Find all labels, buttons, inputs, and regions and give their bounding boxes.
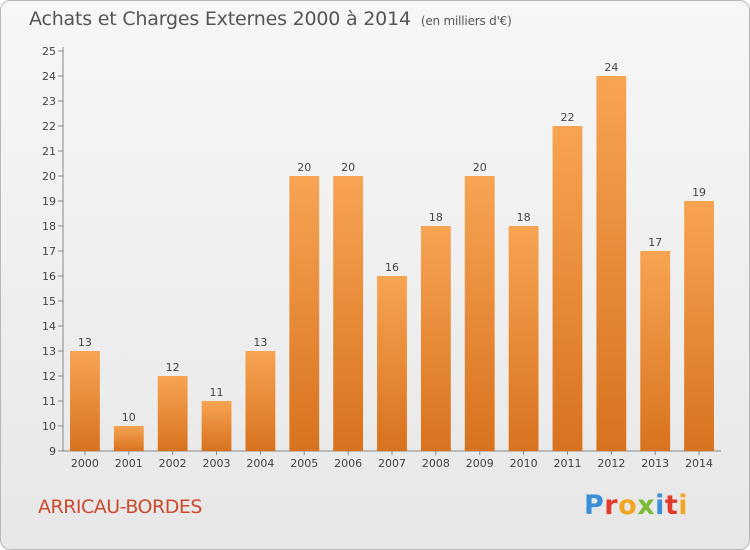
y-tick-label: 11	[42, 395, 56, 408]
x-tick-label: 2006	[334, 457, 362, 470]
proxiti-letter: o	[618, 490, 638, 521]
data-label: 18	[429, 211, 443, 224]
y-tick-label: 13	[42, 345, 56, 358]
x-tick-label: 2001	[115, 457, 143, 470]
chart-subtitle: (en milliers d'€)	[420, 14, 512, 28]
y-tick-label: 25	[42, 45, 56, 58]
y-tick-label: 24	[42, 70, 56, 83]
x-tick-label: 2010	[510, 457, 538, 470]
y-tick-label: 9	[49, 445, 56, 458]
bar	[333, 176, 364, 451]
proxiti-letter: i	[655, 490, 665, 521]
bar	[289, 176, 320, 451]
data-label: 19	[692, 186, 706, 199]
data-label: 13	[78, 336, 92, 349]
proxiti-letter: i	[678, 490, 689, 521]
data-label: 24	[604, 61, 618, 74]
x-tick-label: 2007	[378, 457, 406, 470]
data-label: 20	[473, 161, 487, 174]
x-tick-label: 2012	[597, 457, 625, 470]
proxiti-letter: r	[604, 490, 619, 521]
bar	[552, 126, 583, 451]
y-tick-label: 16	[42, 270, 56, 283]
y-tick-label: 14	[42, 320, 56, 333]
y-tick-label: 10	[42, 420, 56, 433]
bar	[245, 351, 276, 451]
proxiti-logo[interactable]: Proxiti	[584, 490, 688, 521]
x-tick-label: 2002	[159, 457, 187, 470]
bar	[157, 376, 188, 451]
bar	[70, 351, 100, 451]
x-tick-label: 2013	[641, 457, 669, 470]
x-tick-label: 2009	[466, 457, 494, 470]
y-tick-label: 23	[42, 95, 56, 108]
bar	[684, 201, 714, 451]
y-tick-label: 18	[42, 220, 56, 233]
x-tick-label: 2005	[290, 457, 318, 470]
bar	[113, 426, 144, 451]
y-tick-label: 15	[42, 295, 56, 308]
x-tick-label: 2014	[685, 457, 713, 470]
bar	[377, 276, 407, 451]
data-label: 17	[648, 236, 662, 249]
y-tick-label: 12	[42, 370, 56, 383]
data-label: 13	[253, 336, 267, 349]
commune-name: ARRICAU-BORDES	[38, 496, 202, 518]
y-tick-label: 22	[42, 120, 56, 133]
chart-title: Achats et Charges Externes 2000 à 2014 (e…	[29, 8, 512, 30]
bar	[420, 226, 451, 451]
chart-title-text: Achats et Charges Externes 2000 à 2014	[29, 8, 411, 30]
data-label: 16	[385, 261, 399, 274]
y-tick-label: 17	[42, 245, 56, 258]
data-label: 22	[560, 111, 574, 124]
bar	[464, 176, 495, 451]
proxiti-letter: P	[584, 490, 605, 521]
bar	[640, 251, 671, 451]
proxiti-letter: x	[637, 490, 656, 521]
proxiti-letter: t	[664, 490, 679, 521]
data-label: 11	[210, 386, 224, 399]
data-label: 18	[517, 211, 531, 224]
data-label: 10	[122, 411, 136, 424]
data-label: 20	[341, 161, 355, 174]
x-tick-label: 2004	[246, 457, 274, 470]
y-tick-label: 20	[42, 170, 56, 183]
x-tick-label: 2008	[422, 457, 450, 470]
y-tick-label: 21	[42, 145, 56, 158]
y-tick-label: 19	[42, 195, 56, 208]
x-tick-label: 2011	[553, 457, 581, 470]
bar	[596, 76, 627, 451]
bar	[201, 401, 232, 451]
data-label: 12	[166, 361, 180, 374]
x-tick-label: 2000	[71, 457, 99, 470]
data-label: 20	[297, 161, 311, 174]
bar	[508, 226, 539, 451]
x-tick-label: 2003	[203, 457, 231, 470]
